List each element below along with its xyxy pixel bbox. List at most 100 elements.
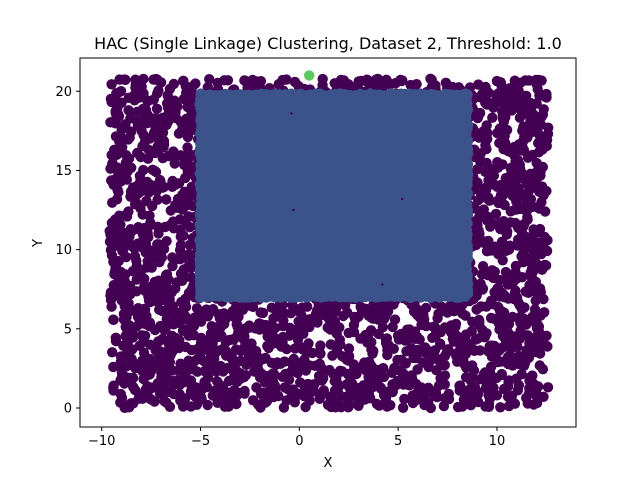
cluster-point <box>392 330 404 341</box>
cluster-point <box>366 312 377 323</box>
cluster-point <box>472 333 483 344</box>
cluster-point <box>429 322 441 333</box>
cluster-point <box>474 345 486 356</box>
cluster-point <box>143 291 154 302</box>
cluster-point <box>183 189 195 200</box>
cluster-point <box>199 376 210 388</box>
cluster-point <box>166 330 178 341</box>
cluster-point <box>536 111 547 123</box>
cluster-point <box>487 165 498 176</box>
cluster-point <box>131 260 142 272</box>
cluster-point <box>244 340 256 351</box>
cluster-point <box>447 301 458 312</box>
cluster-point <box>475 192 487 204</box>
cluster-point <box>505 392 517 403</box>
x-axis-ticks: −10 −5 0 5 10 <box>88 427 505 449</box>
cluster-point <box>116 367 128 378</box>
cluster-point <box>109 148 120 159</box>
cluster-point <box>509 341 520 352</box>
cluster-point <box>522 152 534 163</box>
cluster-point <box>288 353 299 365</box>
y-tick-label: 15 <box>55 164 72 179</box>
cluster-point <box>110 332 122 343</box>
single-cluster-point <box>304 70 315 81</box>
cluster-point <box>111 262 122 274</box>
cluster-point <box>290 391 301 402</box>
cluster-point <box>263 342 274 354</box>
cluster-point <box>161 269 173 280</box>
cluster-point <box>387 383 398 395</box>
cluster-point <box>271 304 282 316</box>
cluster-point <box>378 313 390 325</box>
cluster-point <box>106 96 117 108</box>
cluster-point <box>108 280 120 291</box>
cluster-point <box>531 388 542 399</box>
cluster-point <box>317 79 328 91</box>
cluster-point <box>400 358 411 369</box>
cluster-point <box>152 146 163 157</box>
cluster-point <box>140 385 151 396</box>
cluster-point <box>156 305 168 317</box>
cluster-point <box>319 300 330 312</box>
cluster-point <box>116 392 128 404</box>
cluster-point <box>329 319 341 331</box>
cluster-point <box>461 362 472 373</box>
cluster-point <box>472 112 483 124</box>
cluster-point <box>483 382 495 393</box>
cluster-point <box>539 243 550 255</box>
x-tick-label: −10 <box>88 434 115 449</box>
cluster-point <box>372 370 384 381</box>
cluster-point <box>488 272 499 284</box>
cluster-point <box>216 387 227 398</box>
cluster-point <box>310 309 322 320</box>
cluster-point <box>425 402 436 414</box>
y-tick-label: 10 <box>55 243 72 258</box>
cluster-point <box>495 402 506 413</box>
cluster-point <box>441 347 452 358</box>
cluster-point <box>137 209 148 220</box>
cluster-point <box>494 324 505 335</box>
cluster-point <box>480 401 491 412</box>
cluster-point <box>178 230 189 241</box>
cluster-point <box>469 381 480 392</box>
cluster-point <box>213 309 224 320</box>
cluster-point <box>492 96 503 108</box>
cluster-point <box>510 260 522 272</box>
cluster-point <box>278 402 290 413</box>
cluster-point <box>183 249 194 260</box>
cluster-point <box>236 301 247 312</box>
cluster-point <box>504 83 515 94</box>
stray-point <box>292 208 295 212</box>
cluster-point <box>189 312 200 323</box>
x-tick-label: 10 <box>489 434 506 449</box>
cluster-point <box>365 379 376 391</box>
cluster-point <box>133 224 144 235</box>
cluster-point <box>235 345 247 357</box>
cluster-point <box>493 282 504 293</box>
cluster-point <box>127 372 139 384</box>
cluster-point <box>271 359 282 370</box>
cluster-point <box>169 158 180 169</box>
cluster-point <box>212 331 223 343</box>
cluster-point <box>266 331 277 343</box>
cluster-point <box>500 266 512 278</box>
cluster-point <box>139 281 150 292</box>
cluster-point <box>135 174 146 186</box>
cluster-point <box>516 272 528 283</box>
cluster-point <box>329 376 340 387</box>
cluster-point <box>243 350 255 361</box>
cluster-point <box>475 157 486 168</box>
cluster-point <box>186 272 197 283</box>
cluster-point <box>139 273 150 284</box>
cluster-point <box>147 280 158 292</box>
cluster-point <box>197 307 208 319</box>
cluster-point <box>530 286 541 297</box>
cluster-point <box>542 341 553 352</box>
cluster-point <box>182 142 193 153</box>
cluster-point <box>156 372 167 383</box>
cluster-point <box>142 222 153 234</box>
cluster-point <box>367 348 378 359</box>
cluster-point <box>177 118 188 130</box>
cluster-point <box>174 379 185 391</box>
cluster-point <box>227 306 238 317</box>
